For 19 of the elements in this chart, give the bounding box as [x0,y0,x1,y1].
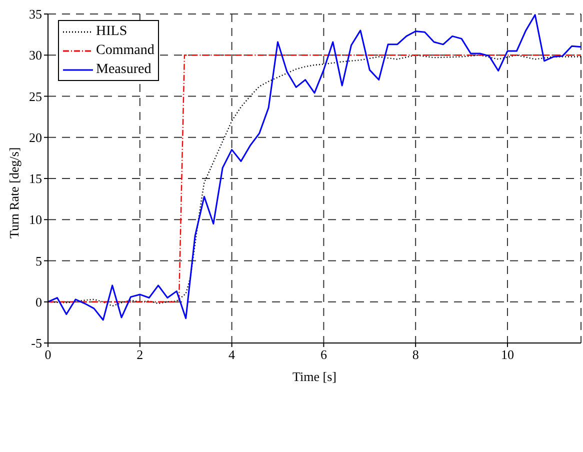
x-tick-label: 6 [320,347,328,362]
y-tick-label: 30 [29,48,42,63]
y-tick-label: 15 [29,171,42,186]
x-axis-title: Time [s] [292,369,336,384]
x-tick-label: 8 [412,347,419,362]
legend-label: HILS [96,24,128,40]
y-tick-label: 10 [29,212,42,228]
x-tick-label: 10 [500,347,514,362]
y-tick-label: 25 [29,88,42,104]
y-tick-label: 20 [29,130,42,145]
y-tick-label: 35 [29,6,42,22]
y-tick-label: 0 [36,294,42,310]
x-tick-label: 2 [136,347,144,362]
y-tick-label: -5 [31,336,42,351]
y-axis-title: Turn Rate [deg/s] [6,147,22,238]
y-tick-label: 5 [36,253,42,268]
legend-label: Measured [96,62,152,78]
legend-label: Command [96,42,154,58]
x-tick-label: 4 [228,347,236,362]
